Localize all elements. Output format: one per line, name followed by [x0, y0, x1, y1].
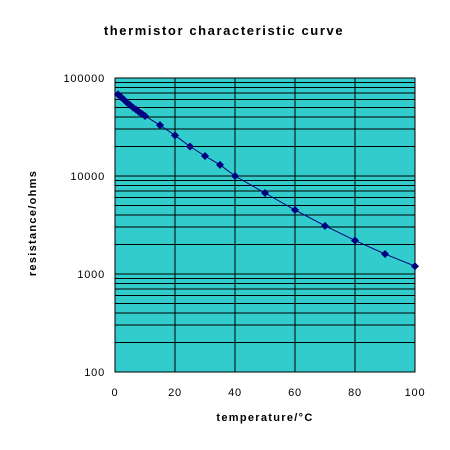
data-point	[201, 151, 209, 160]
y-tick-label: 100000	[63, 73, 105, 85]
plot-area	[115, 78, 415, 372]
data-point	[171, 131, 179, 140]
data-point	[231, 172, 239, 180]
x-tick-label: 40	[228, 387, 242, 399]
x-tick-label: 20	[168, 387, 182, 399]
plot-border	[114, 77, 416, 373]
data-point	[156, 121, 164, 130]
data-point	[291, 205, 299, 214]
y-tick-label: 10000	[70, 171, 105, 183]
data-point	[186, 142, 194, 151]
data-point	[321, 221, 329, 230]
y-tick-label: 1000	[77, 269, 105, 281]
x-axis-ticks: 0 20 40 60 80 100	[112, 387, 426, 399]
data-point	[351, 236, 359, 245]
x-axis-title: temperature/°C	[216, 412, 313, 424]
y-tick-label: 100	[84, 367, 105, 379]
data-point	[261, 189, 269, 198]
x-tick-label: 60	[288, 387, 302, 399]
y-axis-ticks: 100 1000 10000 100000	[63, 73, 105, 379]
data-point	[381, 249, 389, 258]
y-axis-title: resistance/ohms	[27, 170, 39, 276]
data-point	[411, 262, 419, 271]
data-markers	[114, 90, 419, 271]
x-tick-label: 0	[112, 387, 119, 399]
chart-title: thermistor characteristic curve	[104, 23, 344, 38]
data-point	[141, 111, 149, 120]
x-tick-label: 80	[348, 387, 362, 399]
x-tick-label: 100	[405, 387, 426, 399]
minor-gridlines	[115, 81, 415, 343]
data-point	[216, 160, 224, 169]
